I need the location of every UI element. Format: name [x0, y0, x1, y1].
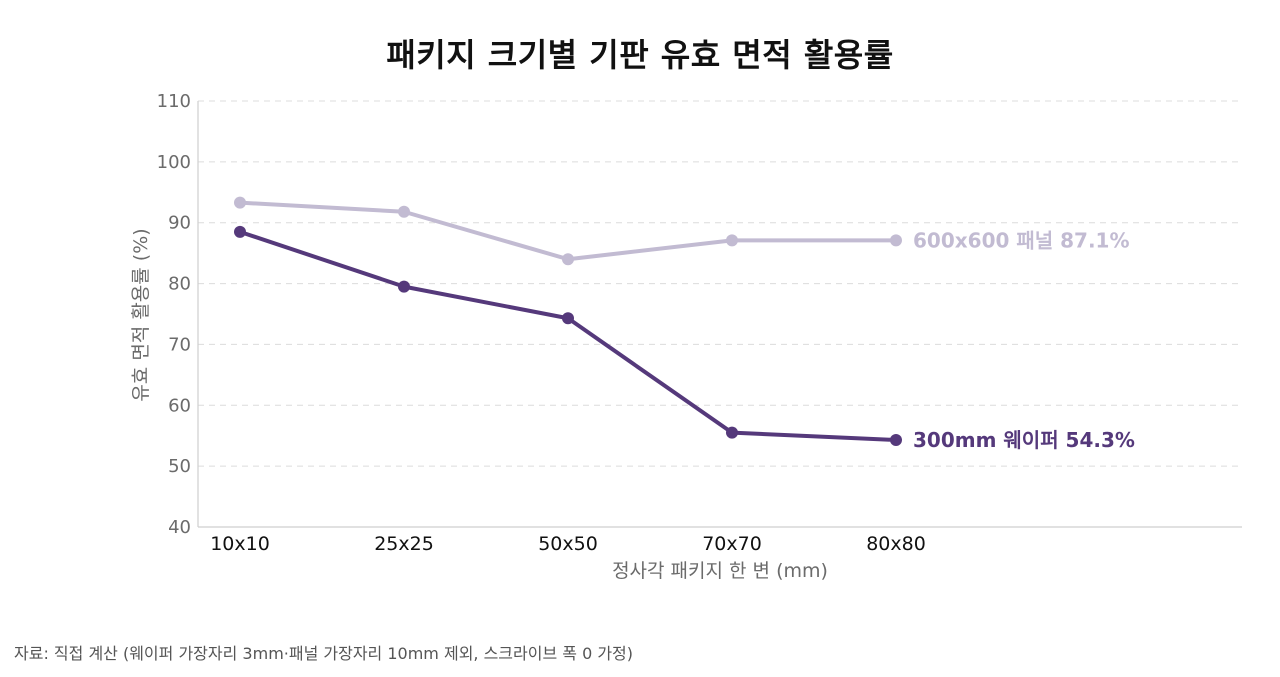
- series-1: [234, 225, 902, 446]
- x-tick-label: 25x25: [374, 533, 434, 555]
- series-end-labels: 600x600 패널 87.1% 300mm 웨이퍼 54.3%: [913, 228, 1135, 452]
- x-tick-label: 50x50: [538, 533, 598, 555]
- x-axis-title: 정사각 패키지 한 변 (mm): [612, 560, 828, 582]
- series-end-label: 600x600 패널 87.1%: [913, 228, 1130, 252]
- x-tick-label: 80x80: [866, 533, 926, 555]
- x-tick-labels: 10x10 25x25 50x50 70x70 80x80: [210, 533, 926, 555]
- x-tick-label: 10x10: [210, 533, 270, 555]
- data-point: [234, 196, 246, 209]
- y-tick-label: 90: [168, 213, 191, 234]
- data-point: [398, 280, 410, 293]
- axes: [197, 101, 1242, 528]
- data-point: [726, 426, 738, 439]
- y-tick-label: 100: [157, 152, 191, 173]
- grid-lines: [198, 100, 1242, 467]
- y-tick-labels: 40 50 60 70 80 90 100 110: [157, 91, 191, 538]
- data-point: [726, 234, 738, 247]
- data-point: [562, 312, 574, 325]
- data-point: [562, 253, 574, 266]
- y-tick-label: 110: [157, 91, 191, 112]
- data-point: [398, 205, 410, 218]
- y-tick-label: 60: [168, 395, 191, 416]
- y-tick-label: 50: [168, 456, 191, 477]
- chart-title: 패키지 크기별 기판 유효 면적 활용률: [386, 36, 894, 74]
- source-note: 자료: 직접 계산 (웨이퍼 가장자리 3mm·패널 가장자리 10mm 제외,…: [14, 644, 634, 663]
- series: [234, 196, 902, 446]
- y-axis-title: 유효 면적 활용률 (%): [130, 228, 152, 401]
- data-point: [890, 433, 902, 446]
- series-line: [238, 200, 898, 262]
- series-end-label: 300mm 웨이퍼 54.3%: [913, 428, 1135, 452]
- y-tick-label: 70: [168, 334, 191, 355]
- series-0: [234, 196, 902, 266]
- data-point: [890, 234, 902, 247]
- data-point: [234, 225, 246, 238]
- x-tick-label: 70x70: [702, 533, 762, 555]
- y-tick-label: 80: [168, 274, 191, 295]
- y-tick-label: 40: [168, 517, 191, 538]
